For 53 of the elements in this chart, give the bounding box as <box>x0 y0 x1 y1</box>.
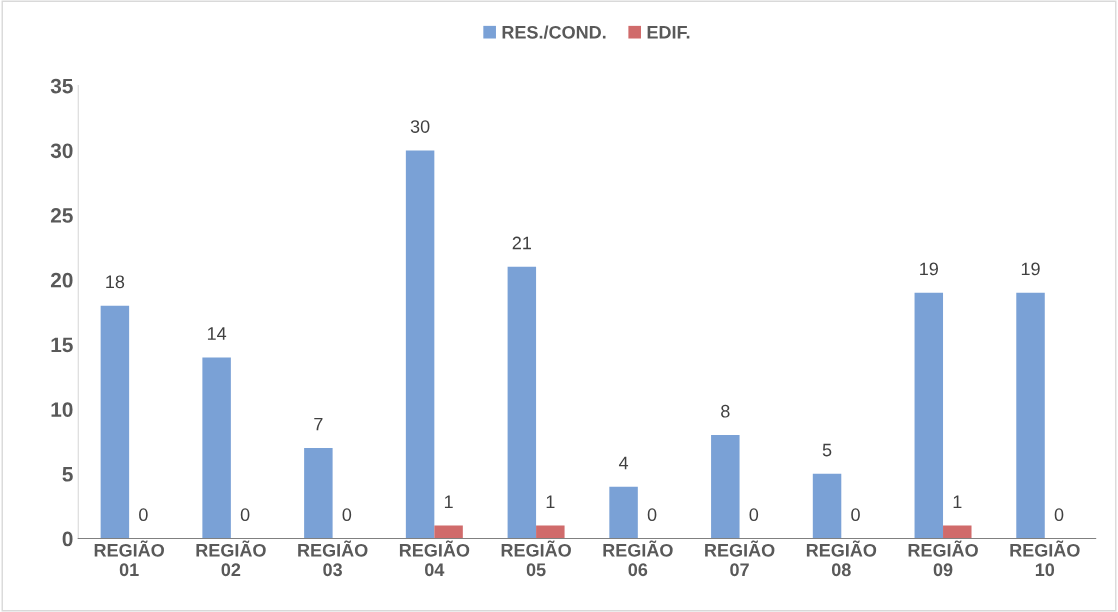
bar <box>434 525 463 539</box>
bar <box>100 305 130 539</box>
y-tick-label: 35 <box>50 78 73 94</box>
data-label: 19 <box>920 262 938 276</box>
bar <box>304 447 333 539</box>
x-tick-label: REGIÃO 03 <box>298 540 368 577</box>
y-tick-label: 25 <box>50 208 73 223</box>
data-label: 1 <box>444 495 453 508</box>
data-label: 7 <box>314 417 323 431</box>
y-tick-label: 0 <box>62 531 73 547</box>
bar <box>507 266 537 539</box>
data-label: 0 <box>139 508 148 522</box>
x-tick-label: REGIÃO 05 <box>501 540 571 577</box>
data-label: 8 <box>721 404 730 418</box>
bar <box>1016 292 1045 539</box>
data-label: 0 <box>1054 508 1064 522</box>
data-label: 0 <box>851 508 860 522</box>
data-label: 4 <box>618 456 629 470</box>
bar <box>405 150 435 539</box>
bar <box>812 473 842 539</box>
data-label: 0 <box>749 508 759 522</box>
data-label: 0 <box>240 508 250 522</box>
x-tick-label: REGIÃO 06 <box>603 540 673 577</box>
y-tick-label: 15 <box>51 337 73 353</box>
data-label: 14 <box>207 327 227 340</box>
y-tick-label: 10 <box>51 402 73 417</box>
x-tick-label: REGIÃO 01 <box>94 540 164 577</box>
bar <box>202 357 231 539</box>
data-label: 30 <box>410 120 430 133</box>
y-tick-label: 30 <box>50 143 73 159</box>
data-label: 0 <box>342 508 352 522</box>
bar <box>914 292 944 539</box>
data-label: 21 <box>512 236 531 250</box>
data-label: 5 <box>822 443 832 457</box>
bar <box>536 525 565 539</box>
bar <box>711 435 740 539</box>
bar <box>943 525 972 539</box>
legend-label: EDIF. <box>647 26 690 39</box>
x-tick-label: REGIÃO 07 <box>705 540 775 577</box>
data-label: 18 <box>106 275 125 289</box>
y-tick-label: 5 <box>62 467 73 482</box>
x-tick-label: REGIÃO 09 <box>908 540 978 577</box>
data-label: 1 <box>546 495 555 508</box>
x-tick-label: REGIÃO 10 <box>1010 540 1080 577</box>
legend-label: RES./COND. <box>502 25 606 39</box>
x-tick-label: REGIÃO 02 <box>196 540 266 577</box>
y-tick-label: 20 <box>50 272 73 288</box>
data-label: 0 <box>647 508 657 522</box>
bar <box>609 486 638 539</box>
x-tick-label: REGIÃO 08 <box>806 540 877 577</box>
data-label: 19 <box>1021 262 1040 276</box>
data-label: 1 <box>953 495 962 508</box>
x-tick-label: REGIÃO 04 <box>399 540 470 577</box>
